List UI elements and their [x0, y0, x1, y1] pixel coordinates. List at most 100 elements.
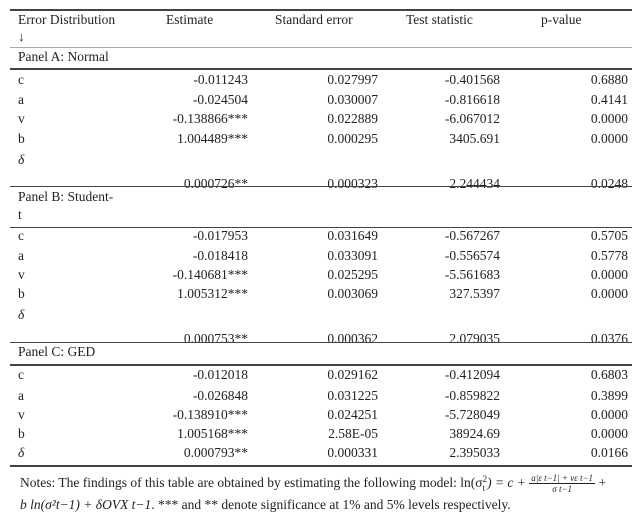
estimate-cell: 0.000726** [183, 176, 248, 191]
table-row: a -0.018418 0.033091 -0.556574 0.5778 [10, 248, 632, 267]
test-statistic-cell: -0.401568 [444, 72, 500, 87]
p-value-cell: 0.3899 [590, 388, 628, 403]
test-statistic-cell: -0.567267 [444, 228, 500, 243]
estimate-cell: -0.024504 [192, 92, 248, 107]
table-row: δ 0.000726** 0.000323 2.244434 0.0248 [10, 152, 632, 191]
panel-rule [10, 227, 632, 228]
header-p-value: p-value [541, 12, 582, 27]
panel-rule [10, 364, 632, 366]
test-statistic-cell: 327.5397 [449, 286, 500, 301]
table-row: δ 0.000793** 0.000331 2.395033 0.0166 [10, 445, 632, 464]
notes-fraction: a|ε t−1| + vε t−1 σ t−1 [529, 473, 596, 495]
param-label: c [18, 228, 24, 243]
p-value-cell: 0.5778 [590, 248, 628, 263]
table-row: v -0.138910*** 0.024251 -5.728049 0.0000 [10, 407, 632, 426]
standard-error-cell: 0.027997 [327, 72, 378, 87]
panel-title-cont: t [18, 207, 22, 222]
standard-error-cell: 0.024251 [327, 407, 378, 422]
table-row: a -0.024504 0.030007 -0.816618 0.4141 [10, 92, 632, 111]
table-row: v -0.138866*** 0.022889 -6.067012 0.0000 [10, 111, 632, 130]
standard-error-cell: 2.58E-05 [328, 426, 378, 441]
test-statistic-cell: 38924.69 [449, 426, 500, 441]
p-value-cell: 0.0166 [590, 445, 628, 460]
estimate-cell: 1.005312*** [177, 286, 248, 301]
param-label: a [18, 92, 24, 107]
test-statistic-cell: -5.728049 [444, 407, 500, 422]
param-label: δ [18, 152, 25, 167]
estimate-cell: -0.012018 [192, 367, 248, 382]
param-label: b [18, 286, 25, 301]
param-label: v [18, 111, 25, 126]
param-label: δ [18, 445, 25, 460]
table-row: b 1.005168*** 2.58E-05 38924.69 0.0000 [10, 426, 632, 445]
estimate-cell: -0.138866*** [172, 111, 248, 126]
param-label: c [18, 72, 24, 87]
header-error-distribution: Error Distribution [18, 12, 116, 27]
estimate-cell: 0.000753** [183, 331, 248, 346]
param-label: v [18, 407, 25, 422]
panel-title: Panel A: Normal [18, 49, 109, 64]
estimate-cell: -0.018418 [192, 248, 248, 263]
notes-model-line2: b ln(σ²t−1) + δOVX t−1 [20, 497, 152, 513]
notes-plus: + [595, 475, 607, 490]
estimate-cell: -0.026848 [192, 388, 248, 403]
param-label: c [18, 367, 24, 382]
test-statistic-cell: -0.556574 [444, 248, 500, 263]
p-value-cell: 0.0000 [590, 131, 628, 146]
notes-lhs: ln(σ 2 t [460, 473, 488, 493]
table-row: v -0.140681*** 0.025295 -5.561683 0.0000 [10, 267, 632, 286]
param-label: a [18, 248, 24, 263]
standard-error-cell: 0.033091 [327, 248, 378, 263]
test-statistic-cell: -0.859822 [444, 388, 500, 403]
standard-error-cell: 0.003069 [327, 286, 378, 301]
p-value-cell: 0.0000 [590, 407, 628, 422]
standard-error-cell: 0.025295 [327, 267, 378, 282]
header-standard-error: Standard error [275, 12, 353, 27]
standard-error-cell: 0.031649 [327, 228, 378, 243]
notes-suffix: . *** and ** denote significance at 1% a… [151, 497, 511, 513]
estimate-cell: 1.005168*** [177, 426, 248, 441]
estimate-cell: -0.017953 [192, 228, 248, 243]
param-label: δ [18, 307, 25, 322]
header-test-statistic: Test statistic [406, 12, 473, 27]
panel-title: Panel C: GED [18, 344, 96, 359]
table-row: b 1.005312*** 0.003069 327.5397 0.0000 [10, 286, 632, 305]
header-arrow: ↓ [18, 29, 25, 44]
estimate-cell: -0.140681*** [172, 267, 248, 282]
test-statistic-cell: 3405.691 [449, 131, 500, 146]
standard-error-cell: 0.031225 [327, 388, 378, 403]
panel-end-rule [10, 342, 632, 343]
estimate-cell: 1.004489*** [177, 131, 248, 146]
table-row: b 1.004489*** 0.000295 3405.691 0.0000 [10, 131, 632, 150]
estimate-cell: -0.138910*** [172, 407, 248, 422]
estimate-cell: 0.000793** [183, 445, 248, 460]
test-statistic-cell: 2.395033 [449, 445, 500, 460]
test-statistic-cell: -5.561683 [444, 267, 500, 282]
header-estimate: Estimate [166, 12, 214, 27]
param-label: b [18, 426, 25, 441]
panel-title: Panel B: Student- [18, 189, 114, 204]
p-value-cell: 0.5705 [590, 228, 628, 243]
standard-error-cell: 0.022889 [327, 111, 378, 126]
panel-rule [10, 68, 632, 70]
p-value-cell: 0.0000 [590, 286, 628, 301]
p-value-cell: 0.6803 [590, 367, 628, 382]
standard-error-cell: 0.030007 [327, 92, 378, 107]
notes-prefix: Notes: The findings of this table are ob… [20, 475, 461, 490]
p-value-cell: 0.0376 [590, 331, 628, 346]
standard-error-cell: 0.029162 [327, 367, 378, 382]
header-rule [10, 47, 632, 48]
param-label: a [18, 388, 24, 403]
standard-error-cell: 0.000295 [327, 131, 378, 146]
panel-end-rule [10, 186, 632, 187]
test-statistic-cell: -0.816618 [444, 92, 500, 107]
top-rule [10, 9, 632, 11]
p-value-cell: 0.0000 [590, 426, 628, 441]
p-value-cell: 0.6880 [590, 72, 628, 87]
p-value-cell: 0.0248 [590, 176, 628, 191]
table-row: c -0.011243 0.027997 -0.401568 0.6880 [10, 72, 632, 91]
standard-error-cell: 0.000362 [327, 331, 378, 346]
param-label: v [18, 267, 25, 282]
test-statistic-cell: 2.079035 [449, 331, 500, 346]
table-row: c -0.017953 0.031649 -0.567267 0.5705 [10, 228, 632, 247]
